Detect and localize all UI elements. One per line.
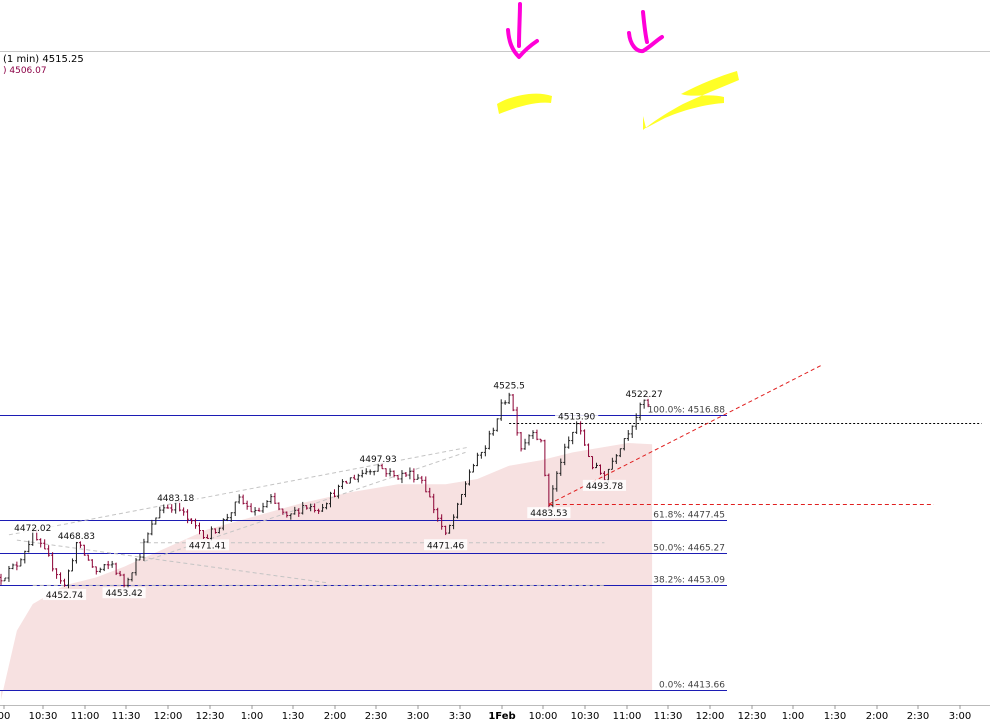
price-label-bg-2 [42,589,87,601]
price-label-6: 4497.93 [360,455,397,465]
interval-price-label: (1 min) 4515.25 [3,54,84,65]
price-label-7: 4471.46 [427,541,464,551]
ma-fill [1,443,653,700]
price-label-2: 4452.74 [46,591,83,601]
gray-trendline-0 [8,446,470,536]
price-label-bg-6 [356,452,400,464]
x-tick-label-4: 12:00 [154,711,183,722]
x-tick-label-0: 00 [0,711,10,722]
x-tick-label-2: 11:00 [71,711,100,722]
candlesticks [0,392,650,589]
x-tick-label-9: 2:30 [365,711,387,722]
x-tick-label-1: 10:30 [29,711,58,722]
price-label-bg-1 [54,530,99,542]
price-label-11: 4493.78 [586,482,623,492]
time-axis: 00 10:30 11:00 11:30 12:00 12:30 1:00 1:30 2:00 2… [0,705,990,722]
price-label-bg-3 [102,587,146,599]
price-label-0: 4472.02 [14,524,51,534]
price-label-12: 4522.27 [626,390,663,400]
x-tick-label-20: 1:30 [824,711,846,722]
price-label-1: 4468.83 [58,532,95,542]
gray-trendlines [8,446,605,586]
fib-label-4: 0.0%: 4413.66 [659,681,725,691]
price-label-bg-7 [424,539,468,551]
price-label-bg-11 [582,479,627,491]
fib-label-1: 61.8%: 4477.45 [653,511,725,521]
x-tick-label-6: 1:00 [241,711,263,722]
highlight-annotations [497,2,739,130]
x-tick-label-5: 12:30 [196,711,225,722]
x-tick-label-8: 2:00 [324,711,346,722]
price-label-bg-5 [185,539,230,551]
x-tick-label-16: 11:30 [654,711,683,722]
gray-trendline-1 [16,539,327,584]
price-label-bg-4 [154,492,198,504]
yellow-highlight-2 [643,71,739,130]
magenta-arrow-1 [506,2,539,59]
price-label-bg-0 [11,521,55,533]
price-label-4: 4483.18 [157,494,194,504]
price-labels: 4472.02 4468.83 4452.74 4453.42 4483.18 4471.… [11,379,666,601]
price-label-bg-12 [622,388,666,400]
x-tick-label-13: 10:00 [529,711,558,722]
x-tick-label-23: 3:00 [949,711,971,722]
x-tick-label-22: 2:30 [907,711,929,722]
x-tick-label-3: 11:30 [112,711,141,722]
moving-average-value: ) 4506.07 [3,66,47,76]
x-tick-label-21: 2:00 [866,711,888,722]
x-tick-label-17: 12:00 [696,711,725,722]
x-tick-label-11: 3:30 [449,711,471,722]
moving-average-area [1,443,653,700]
x-tick-label-19: 1:00 [782,711,804,722]
x-tick-label-10: 3:00 [407,711,429,722]
price-label-bg-9 [555,410,599,422]
magenta-arrow-2 [627,10,664,54]
x-tick-label-14: 10:30 [571,711,600,722]
fib-label-0: 100.0%: 4516.88 [648,406,726,416]
x-tick-label-15: 11:00 [613,711,642,722]
price-label-bg-10 [527,507,571,519]
fib-label-3: 38.2%: 4453.09 [653,576,725,586]
fib-label-2: 50.0%: 4465.27 [653,544,725,554]
price-label-8: 4525.5 [493,382,525,392]
price-label-10: 4483.53 [530,509,567,519]
yellow-highlight-1 [497,93,552,114]
x-tick-label-18: 12:30 [738,711,767,722]
price-label-9: 4513.90 [558,412,595,422]
price-label-3: 4453.42 [105,589,142,599]
x-tick-label-12: 1Feb [488,711,515,722]
price-label-bg-8 [490,379,528,391]
price-label-5: 4471.41 [189,541,226,551]
x-tick-label-7: 1:30 [282,711,304,722]
